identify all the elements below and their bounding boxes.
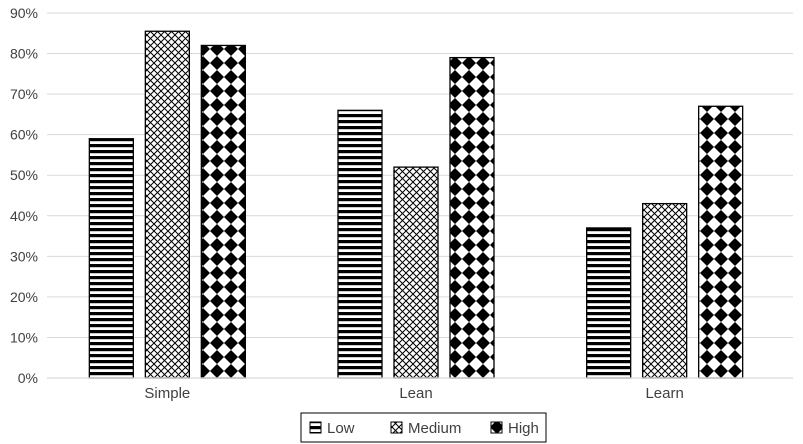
bar-low-simple — [88, 138, 134, 379]
y-axis-tick-labels: 0% 10% 20% 30% 40% 50% 60% 70% 80% 90% — [10, 5, 38, 386]
y-tick-label: 90% — [10, 5, 38, 21]
bar-low-learn — [586, 227, 632, 379]
bar-low-lean — [337, 109, 383, 379]
legend-swatch-medium — [390, 421, 403, 434]
y-tick-label: 20% — [10, 289, 38, 305]
y-tick-label: 40% — [10, 208, 38, 224]
legend-box — [300, 412, 547, 443]
bar-medium-simple — [144, 30, 190, 379]
y-tick-label: 0% — [18, 370, 38, 386]
legend-swatch-high — [490, 421, 503, 434]
y-tick-label: 50% — [10, 167, 38, 183]
bar-high-simple — [200, 44, 246, 379]
bar-medium-lean — [393, 166, 439, 379]
bars — [88, 30, 744, 379]
y-tick-label: 70% — [10, 86, 38, 102]
bar-medium-learn — [642, 202, 688, 379]
x-axis: Simple Lean Learn — [47, 377, 793, 402]
y-tick-label: 30% — [10, 248, 38, 264]
bar-high-lean — [449, 56, 495, 379]
legend-label-high: High — [508, 420, 539, 437]
legend: Low Medium High — [300, 412, 547, 443]
y-tick-label: 80% — [10, 46, 38, 62]
legend-swatch-low — [309, 421, 322, 434]
bar-high-learn — [698, 105, 744, 379]
legend-label-low: Low — [327, 420, 355, 437]
legend-label-medium: Medium — [408, 420, 461, 437]
y-tick-label: 60% — [10, 127, 38, 143]
x-category-label: Learn — [645, 385, 683, 402]
y-tick-label: 10% — [10, 329, 38, 345]
x-category-label: Lean — [399, 385, 432, 402]
x-category-label: Simple — [144, 385, 190, 402]
